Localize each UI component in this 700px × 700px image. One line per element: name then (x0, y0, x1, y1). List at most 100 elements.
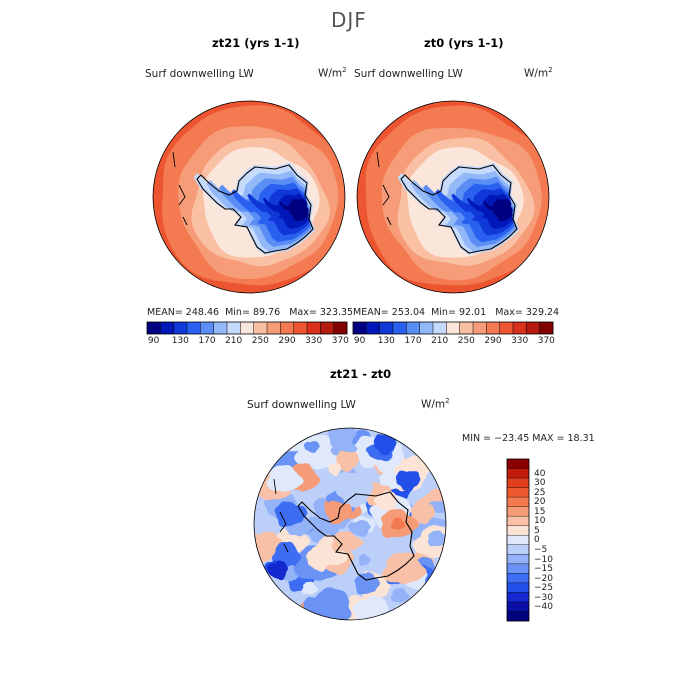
colorbar-swatch (446, 322, 460, 334)
field-band (427, 530, 446, 547)
colorbar-tick-label: 330 (511, 336, 529, 346)
map-field (153, 101, 345, 293)
colorbar-tick-label: 210 (431, 336, 449, 346)
map-field (254, 428, 446, 620)
field-band (267, 560, 288, 581)
colorbar-swatch (393, 322, 407, 334)
panel-1-stats: MEAN= 248.46 Min= 89.76 Max= 323.35 (147, 307, 354, 318)
panel-2-colorbar (352, 321, 554, 335)
field-band (390, 588, 410, 603)
field-band (410, 504, 436, 525)
colorbar-swatch (507, 525, 529, 536)
colorbar-swatch (240, 322, 254, 334)
colorbar-swatch (366, 322, 380, 334)
colorbar-swatch (507, 611, 529, 622)
colorbar-swatch (473, 322, 487, 334)
field-band (301, 581, 319, 595)
south-america-tip (172, 151, 188, 226)
panel-2-mean: 253.04 (391, 307, 426, 318)
colorbar-swatch (507, 487, 529, 498)
colorbar-swatch (507, 544, 529, 555)
south-america-tip (376, 151, 392, 226)
colorbar-tick-label: 5 (534, 525, 540, 536)
colorbar-swatch (253, 322, 268, 334)
colorbar-tick-label: 250 (457, 336, 475, 346)
colorbar-swatch (353, 322, 367, 334)
colorbar-tick-label: −40 (534, 602, 553, 613)
colorbar-tick-label: 370 (537, 336, 555, 346)
colorbar-tick-label: 170 (198, 336, 216, 346)
colorbar-swatch (507, 468, 529, 479)
map-outline (356, 100, 550, 294)
colorbar-tick-label: −5 (534, 545, 548, 555)
colorbar-tick-label: 210 (225, 336, 243, 346)
map-outline (253, 427, 447, 621)
colorbar-swatch (486, 322, 500, 334)
panel-1-min: 89.76 (252, 307, 281, 318)
field-band (395, 470, 421, 492)
colorbar-swatch (507, 459, 529, 469)
colorbar-swatch (507, 573, 529, 584)
field-band (266, 465, 304, 492)
colorbar-swatch (526, 322, 540, 334)
colorbar-tick-label: 130 (171, 336, 189, 346)
coastline (196, 164, 314, 254)
colorbar-swatch (507, 554, 529, 565)
panel-2-title: zt0 (yrs 1-1) (424, 36, 504, 50)
field-band (327, 428, 357, 448)
panel-1-map (152, 100, 346, 294)
figure-title: DJF (331, 8, 367, 32)
colorbar-swatch (187, 322, 201, 334)
colorbar-swatch (507, 478, 529, 488)
panel-2-stats: MEAN= 253.04 Min= 92.01 Max= 329.24 (353, 307, 560, 318)
colorbar-swatch (507, 516, 529, 527)
panel-1-mean: 248.46 (185, 307, 220, 318)
panel-3-variable: Surf downwelling LW (247, 399, 356, 411)
colorbar-tick-label: 25 (534, 487, 546, 498)
field-band (391, 517, 406, 530)
field-band (358, 572, 376, 590)
coastline (400, 164, 518, 254)
panel-2-units: W/m2 (524, 66, 553, 80)
panel-1-title: zt21 (yrs 1-1) (212, 36, 300, 50)
south-america-tip (273, 478, 289, 553)
colorbar-swatch (200, 322, 214, 334)
colorbar-swatch (507, 582, 529, 593)
panel-2-variable: Surf downwelling LW (354, 68, 463, 80)
colorbar-swatch (406, 322, 420, 334)
colorbar-frame (506, 458, 530, 622)
field-band (347, 519, 371, 537)
colorbar-swatch (333, 322, 348, 334)
colorbar-tick-label: 290 (278, 336, 296, 346)
colorbar-tick-label: 40 (534, 468, 546, 479)
panel-3-units: W/m2 (421, 397, 450, 411)
field-band (278, 198, 309, 222)
colorbar-swatch (507, 497, 529, 507)
colorbar-swatch (160, 322, 174, 334)
coastline (297, 491, 415, 581)
field-band (335, 471, 374, 508)
map-outline (152, 100, 346, 294)
colorbar-swatch (267, 322, 281, 334)
panel-2-max: 329.24 (525, 307, 560, 318)
field-band (324, 500, 352, 525)
colorbar-swatch (459, 322, 474, 334)
colorbar-swatch (293, 322, 308, 334)
colorbar-swatch (227, 322, 241, 334)
colorbar-swatch (213, 322, 228, 334)
colorbar-swatch (433, 322, 447, 334)
panel-3-colorbar (506, 458, 530, 622)
field-band (303, 441, 320, 453)
colorbar-swatch (147, 322, 161, 334)
colorbar-swatch (507, 601, 529, 612)
panel-3-stats: MIN = −23.45 MAX = 18.31 (462, 433, 595, 444)
colorbar-tick-label: 290 (484, 336, 502, 346)
colorbar-tick-label: 0 (534, 535, 540, 546)
colorbar-tick-label: 170 (404, 336, 422, 346)
colorbar-tick-label: 90 (353, 336, 366, 346)
colorbar-swatch (499, 322, 514, 334)
colorbar-tick-label: 330 (305, 336, 323, 346)
field-band (306, 547, 331, 572)
colorbar-tick-label: 130 (377, 336, 395, 346)
panel-3-map (253, 427, 447, 621)
